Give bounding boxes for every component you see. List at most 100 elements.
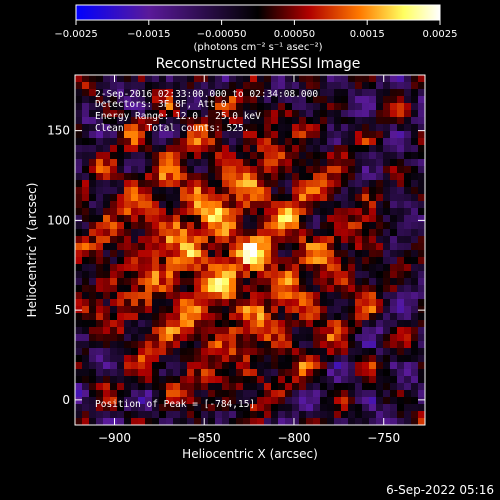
heatmap-pixel [411, 152, 419, 160]
heatmap-pixel [411, 222, 419, 230]
heatmap-pixel [383, 341, 391, 349]
heatmap-pixel [208, 418, 216, 426]
heatmap-pixel [138, 271, 146, 279]
heatmap-pixel [327, 327, 335, 335]
heatmap-pixel [75, 173, 83, 181]
heatmap-pixel [82, 173, 90, 181]
heatmap-pixel [383, 201, 391, 209]
heatmap-pixel [404, 327, 412, 335]
heatmap-pixel [250, 390, 258, 398]
heatmap-pixel [215, 411, 223, 419]
heatmap-pixel [173, 166, 181, 174]
heatmap-pixel [187, 131, 195, 139]
heatmap-pixel [89, 327, 97, 335]
heatmap-pixel [194, 145, 202, 153]
heatmap-pixel [362, 138, 370, 146]
heatmap-pixel [166, 215, 174, 223]
heatmap-pixel [131, 411, 139, 419]
heatmap-pixel [348, 376, 356, 384]
heatmap-pixel [299, 124, 307, 132]
heatmap-pixel [341, 110, 349, 118]
heatmap-pixel [397, 390, 405, 398]
heatmap-pixel [187, 250, 195, 258]
heatmap-pixel [250, 362, 258, 370]
heatmap-pixel [96, 75, 104, 83]
heatmap-pixel [180, 145, 188, 153]
heatmap-pixel [229, 299, 237, 307]
heatmap-pixel [411, 390, 419, 398]
heatmap-pixel [173, 110, 181, 118]
heatmap-pixel [201, 348, 209, 356]
heatmap-pixel [208, 285, 216, 293]
heatmap-pixel [180, 278, 188, 286]
heatmap-pixel [285, 285, 293, 293]
heatmap-pixel [257, 376, 265, 384]
heatmap-pixel [215, 166, 223, 174]
heatmap-pixel [369, 89, 377, 97]
heatmap-pixel [173, 229, 181, 237]
heatmap-pixel [89, 369, 97, 377]
heatmap-pixel [117, 383, 125, 391]
heatmap-pixel [152, 131, 160, 139]
heatmap-pixel [299, 320, 307, 328]
heatmap-pixel [96, 201, 104, 209]
heatmap-pixel [348, 264, 356, 272]
heatmap-pixel [278, 145, 286, 153]
heatmap-pixel [180, 229, 188, 237]
heatmap-pixel [327, 222, 335, 230]
heatmap-pixel [306, 341, 314, 349]
heatmap-pixel [362, 306, 370, 314]
heatmap-pixel [418, 222, 426, 230]
heatmap-pixel [299, 145, 307, 153]
heatmap-pixel [348, 243, 356, 251]
heatmap-pixel [397, 201, 405, 209]
heatmap-pixel [96, 215, 104, 223]
heatmap-pixel [145, 187, 153, 195]
heatmap-pixel [390, 110, 398, 118]
heatmap-pixel [89, 110, 97, 118]
heatmap-pixel [243, 82, 251, 90]
heatmap-pixel [131, 152, 139, 160]
heatmap-pixel [341, 187, 349, 195]
heatmap-pixel [89, 306, 97, 314]
heatmap-pixel [89, 271, 97, 279]
heatmap-pixel [299, 299, 307, 307]
heatmap-pixel [124, 327, 132, 335]
heatmap-pixel [250, 418, 258, 426]
heatmap-pixel [145, 362, 153, 370]
heatmap-pixel [222, 292, 230, 300]
heatmap-pixel [236, 348, 244, 356]
heatmap-pixel [152, 138, 160, 146]
heatmap-pixel [334, 117, 342, 125]
x-tick-label: −850 [188, 431, 221, 445]
heatmap-pixel [166, 299, 174, 307]
heatmap-pixel [117, 418, 125, 426]
heatmap-pixel [313, 222, 321, 230]
heatmap-pixel [96, 131, 104, 139]
heatmap-pixel [299, 292, 307, 300]
heatmap-pixel [278, 404, 286, 412]
heatmap-pixel [82, 369, 90, 377]
heatmap-pixel [418, 96, 426, 104]
heatmap-pixel [96, 229, 104, 237]
heatmap-pixel [257, 355, 265, 363]
heatmap-pixel [145, 327, 153, 335]
heatmap-pixel [390, 222, 398, 230]
heatmap-pixel [327, 131, 335, 139]
heatmap-pixel [264, 341, 272, 349]
heatmap-pixel [376, 166, 384, 174]
heatmap-pixel [103, 138, 111, 146]
heatmap-pixel [369, 411, 377, 419]
heatmap-pixel [194, 362, 202, 370]
heatmap-pixel [215, 124, 223, 132]
heatmap-pixel [229, 320, 237, 328]
heatmap-pixel [327, 243, 335, 251]
heatmap-pixel [89, 222, 97, 230]
heatmap-pixel [96, 376, 104, 384]
heatmap-pixel [278, 187, 286, 195]
heatmap-pixel [166, 75, 174, 83]
heatmap-pixel [299, 110, 307, 118]
heatmap-pixel [320, 334, 328, 342]
heatmap-pixel [187, 418, 195, 426]
heatmap-pixel [138, 222, 146, 230]
